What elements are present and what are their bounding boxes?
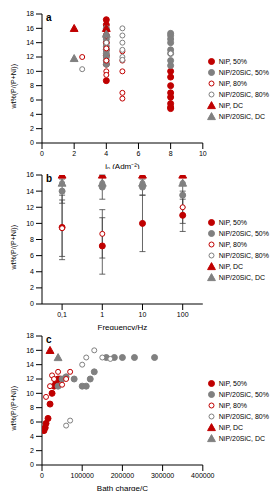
svg-text:14: 14 [26,361,34,368]
svg-text:12: 12 [26,204,34,211]
html-text:NiP, 50%: NiP, 50% [218,57,248,65]
html-text:NiP/20SiC, DC: NiP/20SiC, DC [218,434,266,442]
svg-text:400000: 400000 [191,472,214,479]
svg-text:0: 0 [30,300,34,307]
html-text:NiP/20SiC, 50%: NiP/20SiC, 50% [218,390,269,398]
svg-text:18: 18 [26,10,34,17]
svg-text:wt%(P/(P+Ni)): wt%(P/(P+Ni)) [10,225,18,271]
svg-text:2: 2 [30,447,34,454]
html-text:a: a [46,12,52,23]
html-text:NiP, 50%: NiP, 50% [218,379,248,387]
svg-text:14: 14 [26,188,34,195]
svg-text:16: 16 [26,171,34,178]
html-text:NiP, DC: NiP, DC [218,262,244,270]
svg-text:0: 0 [40,150,44,157]
html-text:NiP/20SiC, 80%: NiP/20SiC, 80% [218,251,269,259]
html-text:b: b [46,173,53,184]
html-text:NiP/20SiC, 50%: NiP/20SiC, 50% [218,68,269,76]
html-text:NiP/20SiC, 50%: NiP/20SiC, 50% [218,229,269,237]
svg-text:200000: 200000 [111,472,134,479]
svg-text:8: 8 [30,404,34,411]
svg-text:Frequency/Hz: Frequency/Hz [98,323,148,330]
svg-text:10: 10 [199,150,207,157]
svg-text:4: 4 [30,433,34,440]
html-text:NiP, 80%: NiP, 80% [218,240,248,248]
svg-text:16: 16 [26,347,34,354]
svg-text:iₚ (Adm⁻²): iₚ (Adm⁻²) [105,162,140,169]
svg-text:8: 8 [30,236,34,243]
html-text:NiP, 80%: NiP, 80% [218,401,248,409]
svg-text:300000: 300000 [151,472,174,479]
svg-text:2: 2 [30,284,34,291]
svg-text:100: 100 [177,311,189,318]
svg-text:100000: 100000 [71,472,94,479]
html-text:NiP/20SiC, DC: NiP/20SiC, DC [218,273,266,281]
svg-text:6: 6 [137,150,141,157]
svg-text:6: 6 [30,418,34,425]
html-text:NiP/20SiC, 80%: NiP/20SiC, 80% [218,412,269,420]
svg-text:6: 6 [30,252,34,259]
svg-text:2: 2 [30,125,34,132]
svg-text:10: 10 [26,220,34,227]
svg-text:10: 10 [139,311,147,318]
html-text:NiP, 50%: NiP, 50% [218,218,248,226]
html-text:NiP/20SiC, 80%: NiP/20SiC, 80% [218,90,269,98]
svg-text:wt%(P/(P+Ni)): wt%(P/(P+Ni)) [10,64,18,110]
svg-text:Bath charge/C: Bath charge/C [97,484,148,491]
svg-text:2: 2 [72,150,76,157]
svg-text:4: 4 [30,268,34,275]
svg-text:1: 1 [100,311,104,318]
svg-text:wt%(P/(P+Ni)): wt%(P/(P+Ni)) [10,386,18,432]
svg-text:10: 10 [26,390,34,397]
svg-text:0: 0 [30,461,34,468]
svg-text:8: 8 [169,150,173,157]
svg-text:0: 0 [40,472,44,479]
svg-text:0: 0 [30,139,34,146]
svg-text:6: 6 [30,96,34,103]
svg-text:4: 4 [104,150,108,157]
html-text:c: c [46,334,52,345]
svg-text:0,1: 0,1 [57,311,67,318]
svg-text:10: 10 [26,68,34,75]
svg-text:12: 12 [26,53,34,60]
html-text:NiP, DC: NiP, DC [218,101,244,109]
svg-text:4: 4 [30,111,34,118]
svg-text:18: 18 [26,332,34,339]
svg-text:14: 14 [26,39,34,46]
svg-text:16: 16 [26,25,34,32]
svg-text:8: 8 [30,82,34,89]
html-text:NiP/20SiC, DC: NiP/20SiC, DC [218,112,266,120]
svg-text:12: 12 [26,375,34,382]
html-text:NiP, 80%: NiP, 80% [218,79,248,87]
html-text:NiP, DC: NiP, DC [218,423,244,431]
